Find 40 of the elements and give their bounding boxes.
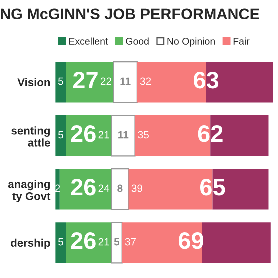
data-label: 22 [100,78,112,86]
bar [56,62,66,103]
data-label: 5 [58,238,64,246]
data-label: 5 [114,238,120,246]
bar [111,222,123,264]
bar [56,116,66,156]
annotation: 62 [198,125,223,142]
data-label: 2 [55,184,60,192]
bar [122,222,202,264]
data-label: 21 [98,131,110,139]
annotation: 65 [200,179,226,196]
legend-label: Fair [234,38,250,45]
bar [111,114,136,157]
data-label: 32 [140,78,152,86]
annotation: 26 [71,125,96,142]
bar [113,61,138,104]
y-tick-label: anaging ty Govt [8,180,51,203]
annotation: 26 [71,232,96,250]
data-label: 5 [58,78,64,86]
data-label: 35 [138,131,149,139]
y-tick-label: dership [11,238,50,250]
data-label: 39 [132,184,142,192]
annotation: 27 [73,72,98,88]
data-label: 11 [118,131,129,139]
y-tick-label: Vision [18,78,50,86]
bar [111,168,130,210]
y-tick-label: senting attle [12,126,50,147]
data-label: 37 [125,238,136,246]
data-label: 8 [118,184,123,192]
data-label: 21 [98,238,110,246]
chart-title: NG McGINN'S JOB PERFORMANCE [1,8,260,20]
data-label: 5 [58,131,64,139]
bar [56,222,66,264]
data-label: 11 [120,78,131,86]
legend-label: Excellent [70,38,108,45]
text: No Opinion [168,38,215,47]
legend-label: Good [126,38,149,45]
bar [202,222,271,264]
annotation: 26 [71,179,96,196]
data-label: 24 [98,184,110,192]
